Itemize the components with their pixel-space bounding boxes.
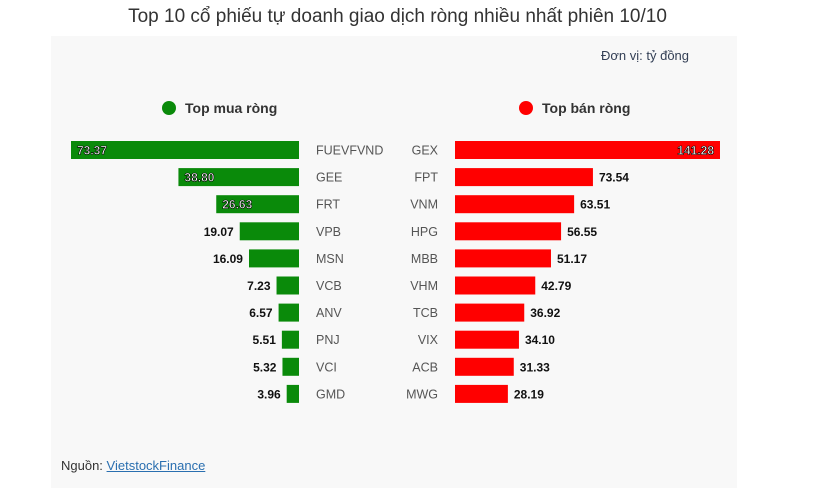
sell-value-label: 56.55 (567, 225, 597, 239)
buy-bar (286, 384, 299, 403)
chart-title: Top 10 cổ phiếu tự doanh giao dịch ròng … (128, 6, 667, 27)
buy-category-label: MSN (316, 252, 344, 266)
buy-category-label: GMD (316, 387, 345, 401)
legend-buy-dot (162, 101, 176, 115)
buy-bar (276, 276, 299, 295)
buy-value-label: 26.63 (222, 198, 252, 212)
buy-value-label: 19.07 (204, 225, 234, 239)
sell-category-label: MWG (406, 387, 438, 401)
buy-category-label: VPB (316, 225, 341, 239)
sell-category-label: GEX (412, 144, 439, 158)
buy-category-label: FUEVFVND (316, 144, 383, 158)
buy-bar (248, 249, 299, 268)
buy-bar (282, 357, 299, 376)
sell-category-label: MBB (411, 252, 438, 266)
sell-bar (455, 195, 575, 214)
sell-bar (455, 303, 525, 322)
sell-value-label: 63.51 (580, 198, 610, 212)
buy-value-label: 16.09 (213, 252, 243, 266)
buy-category-label: ANV (316, 306, 342, 320)
legend-buy-label: Top mua ròng (185, 100, 278, 116)
sell-bar (455, 141, 720, 159)
buy-bar (278, 303, 299, 322)
sell-value-label: 28.19 (514, 387, 544, 401)
sell-category-label: HPG (411, 225, 438, 239)
buy-bar (281, 330, 299, 349)
sell-value-label: 34.10 (525, 333, 555, 347)
buy-value-label: 38.80 (184, 171, 214, 185)
sell-value-label: 36.92 (530, 306, 560, 320)
buy-category-label: FRT (316, 198, 340, 212)
buy-category-label: PNJ (316, 333, 340, 347)
buy-value-label: 73.37 (77, 144, 107, 158)
sell-category-label: VHM (410, 279, 438, 293)
legend-sell-dot (519, 101, 533, 115)
buy-value-label: 5.51 (253, 333, 277, 347)
source-link[interactable]: VietstockFinance (106, 458, 206, 473)
sell-value-label: 73.54 (599, 171, 629, 185)
sell-bar (455, 276, 536, 295)
sell-bar (455, 249, 551, 268)
source-line: Nguồn: VietstockFinance (61, 458, 205, 473)
sell-category-label: VIX (418, 333, 439, 347)
sell-category-label: VNM (410, 198, 438, 212)
buy-bar (216, 195, 299, 214)
sell-bar (455, 168, 593, 187)
sell-category-label: TCB (413, 306, 438, 320)
legend-buy: Top mua ròng (162, 100, 277, 116)
buy-bar (239, 222, 299, 241)
buy-value-label: 5.32 (253, 360, 277, 374)
sell-value-label: 51.17 (557, 252, 587, 266)
unit-label: Đơn vị: tỷ đồng (601, 48, 690, 63)
sell-bar (455, 357, 514, 376)
buy-category-label: VCI (316, 360, 337, 374)
sell-category-label: FPT (414, 171, 438, 185)
sell-bar (455, 222, 562, 241)
source-prefix: Nguồn: (61, 458, 107, 473)
legend-sell: Top bán ròng (519, 100, 630, 116)
buy-bar (178, 168, 299, 187)
buy-value-label: 7.23 (247, 279, 271, 293)
buy-value-label: 3.96 (257, 387, 281, 401)
sell-value-label: 42.79 (541, 279, 571, 293)
sell-bar (455, 330, 519, 349)
sell-value-label: 141.28 (677, 144, 714, 158)
buy-category-label: GEE (316, 171, 342, 185)
buy-value-label: 6.57 (249, 306, 273, 320)
sell-value-label: 31.33 (520, 360, 550, 374)
buy-category-label: VCB (316, 279, 342, 293)
legend-sell-label: Top bán ròng (542, 100, 631, 116)
buy-bar (71, 141, 299, 159)
sell-bar (455, 384, 508, 403)
sell-category-label: ACB (412, 360, 438, 374)
